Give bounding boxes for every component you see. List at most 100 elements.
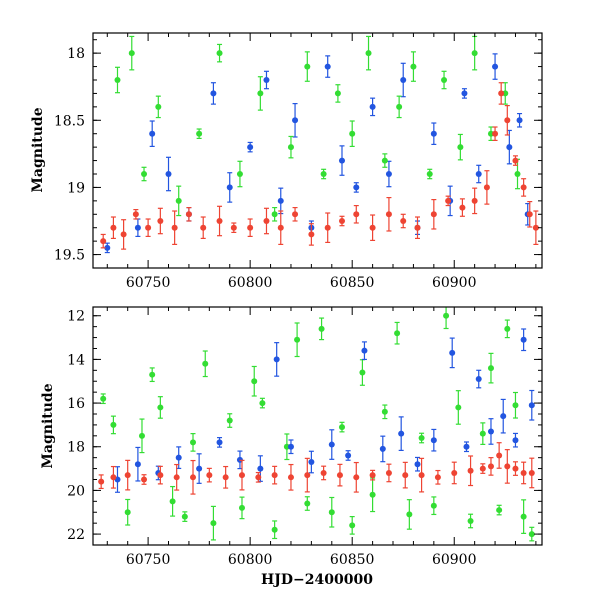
bottom-data-point <box>110 474 117 481</box>
top-data-point <box>320 171 327 177</box>
top-data-point <box>263 77 270 83</box>
top-panel: 60750 60800 60850 60900 18 18.5 19 19.5 Magnitu… <box>30 32 543 291</box>
top-data-point <box>304 63 311 70</box>
top-data-point <box>128 50 135 57</box>
top-data-point <box>134 224 141 231</box>
top-data-point <box>430 211 437 218</box>
bottom-data-point <box>500 413 507 420</box>
bottom-data-point <box>308 459 315 466</box>
top-data-point <box>216 218 223 224</box>
top-x-tick-label: 60800 <box>228 275 273 291</box>
top-data-point <box>210 90 217 97</box>
top-data-point <box>461 90 468 97</box>
bottom-data-point <box>181 513 188 520</box>
bottom-data-point <box>520 336 527 343</box>
top-data-point <box>257 90 264 97</box>
top-data-point <box>410 63 417 70</box>
bottom-data-point <box>110 421 117 428</box>
top-data-point <box>271 211 278 218</box>
top-data-point <box>334 90 341 97</box>
top-data-point <box>492 63 499 70</box>
top-data-point <box>369 224 376 231</box>
bottom-data-point <box>512 402 519 409</box>
top-data-point <box>430 130 437 137</box>
bottom-y-axis-title: Magnitude <box>40 383 56 468</box>
bottom-axes-frame <box>92 306 543 546</box>
bottom-data-point <box>328 441 335 448</box>
bottom-y-tick-label: 14 <box>67 352 85 368</box>
bottom-data-point <box>475 376 482 383</box>
top-data-point <box>216 50 223 57</box>
bottom-data-point <box>202 360 209 367</box>
bottom-data-point <box>134 461 141 468</box>
top-data-point <box>141 171 148 177</box>
top-data-point <box>110 224 117 231</box>
bottom-data-point <box>449 349 456 356</box>
top-y-tick-label: 19 <box>67 180 85 196</box>
top-data-point <box>196 130 203 137</box>
top-data-point <box>426 171 433 177</box>
bottom-data-point <box>318 325 325 332</box>
bottom-data-point <box>414 461 421 468</box>
bottom-data-point <box>271 472 278 479</box>
bottom-y-tick-label: 20 <box>67 483 85 499</box>
bottom-data-point <box>222 474 229 481</box>
top-data-point <box>369 103 376 110</box>
bottom-data-point <box>259 400 266 407</box>
bottom-ticks: 60750 60800 60850 60900 12 14 16 18 20 22 <box>67 307 542 568</box>
top-ticks: 60750 60800 60850 60900 18 18.5 19 19.5 <box>54 33 542 291</box>
bottom-data-point <box>287 474 294 481</box>
top-data-point <box>506 144 513 151</box>
bottom-data-point <box>169 498 176 505</box>
top-x-tick-label: 60850 <box>330 275 375 291</box>
top-data-point <box>338 157 345 164</box>
bottom-data-point <box>504 463 511 470</box>
top-data-point <box>504 117 511 124</box>
top-data-point <box>292 117 299 124</box>
bottom-y-tick-label: 18 <box>67 440 85 456</box>
top-data-point <box>365 50 372 57</box>
top-data-point <box>277 197 284 204</box>
top-data-point <box>400 218 407 224</box>
bottom-data-point <box>216 439 223 446</box>
bottom-data-point <box>443 312 450 319</box>
bottom-data-point <box>512 465 519 472</box>
bottom-series-b <box>114 328 535 493</box>
top-data-point <box>230 224 237 231</box>
bottom-data-point <box>190 474 197 481</box>
top-data-point <box>475 171 482 177</box>
bottom-data-point <box>338 424 345 431</box>
bottom-data-point <box>353 474 360 481</box>
top-data-point <box>155 103 162 110</box>
bottom-data-point <box>418 435 425 442</box>
top-x-tick-label: 60900 <box>432 275 477 291</box>
bottom-data-point <box>100 395 107 402</box>
bottom-data-point <box>141 476 148 483</box>
top-data-point <box>445 197 452 204</box>
top-data-point <box>532 224 539 231</box>
bottom-data-point <box>226 417 233 424</box>
bottom-x-tick-label: 60900 <box>432 552 477 568</box>
bottom-data-point <box>430 502 437 509</box>
bottom-data-point <box>251 378 258 385</box>
bottom-data-point <box>190 439 197 446</box>
bottom-data-point <box>451 469 458 476</box>
bottom-data-point <box>455 404 462 411</box>
bottom-data-point <box>369 491 376 498</box>
bottom-data-point <box>463 443 470 450</box>
top-data-point <box>353 211 360 218</box>
bottom-data-point <box>467 517 474 524</box>
bottom-data-point <box>430 437 437 444</box>
bottom-plot-area <box>98 307 535 542</box>
bottom-data-point <box>210 520 217 527</box>
bottom-data-point <box>175 454 182 461</box>
top-data-point <box>441 77 448 83</box>
bottom-data-point <box>504 325 511 332</box>
bottom-data-point <box>98 478 105 485</box>
bottom-data-point <box>157 404 164 411</box>
top-data-point <box>247 224 254 231</box>
bottom-data-point <box>520 513 527 520</box>
bottom-data-point <box>257 465 264 472</box>
top-series-a <box>104 53 531 254</box>
bottom-y-tick-label: 16 <box>67 396 85 412</box>
